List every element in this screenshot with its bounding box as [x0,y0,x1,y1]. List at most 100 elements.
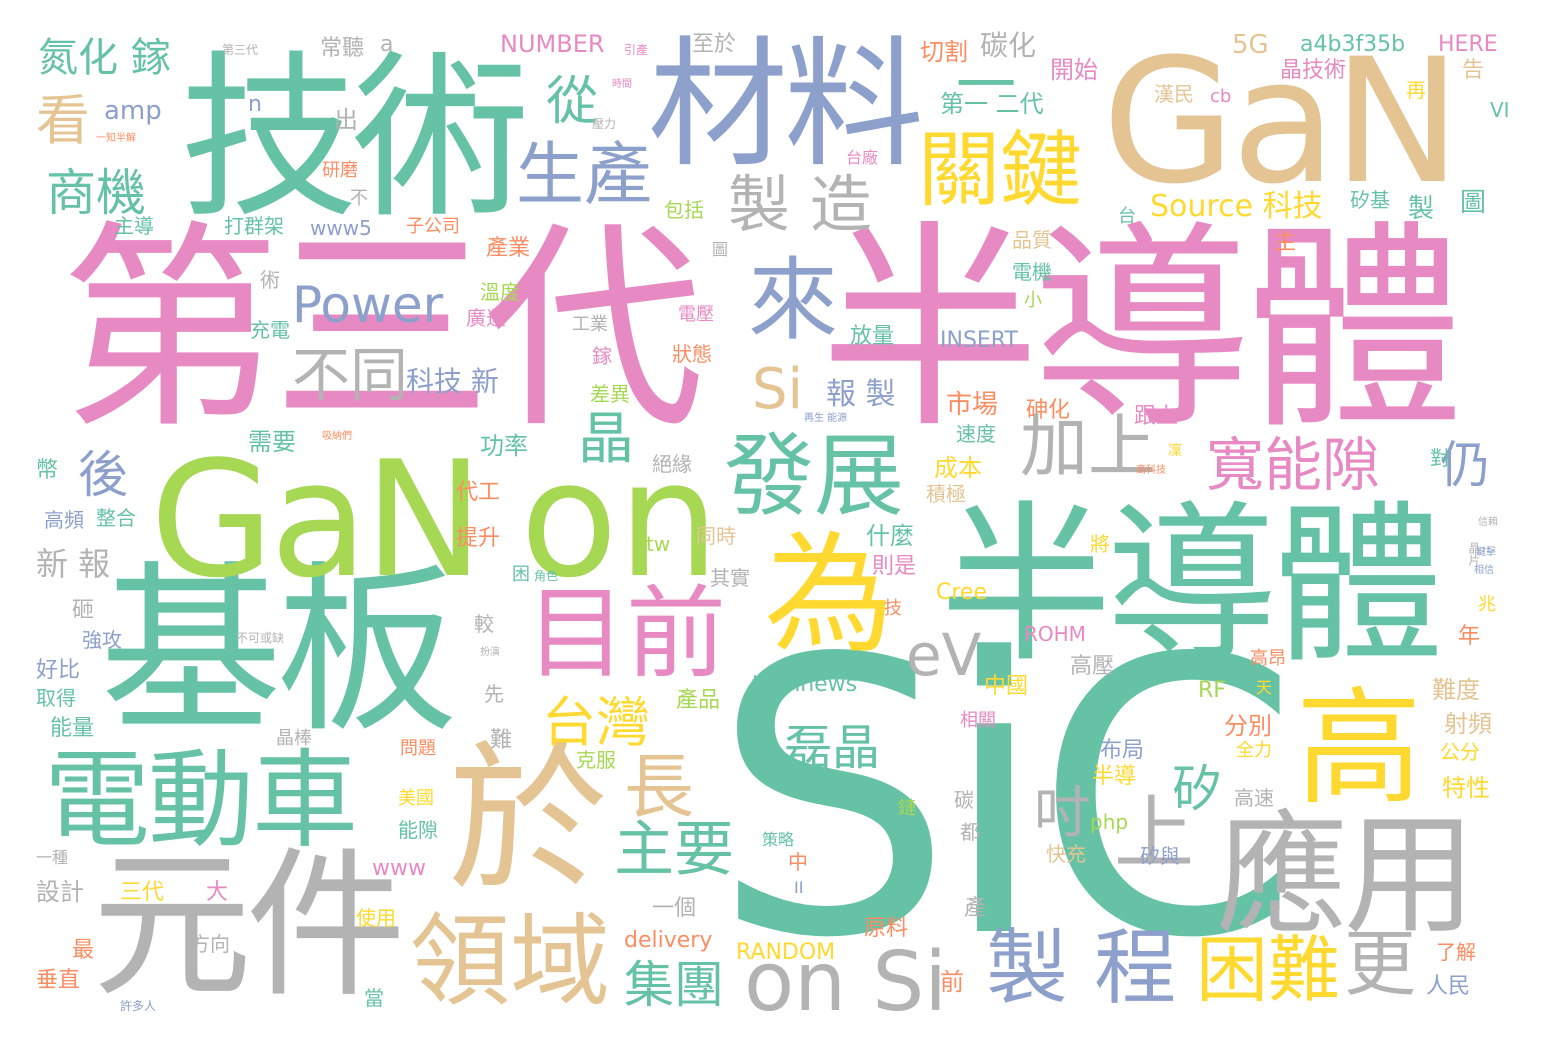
word-again: 再 [1406,78,1426,102]
word-5g: 5G [1232,30,1269,60]
word-product: 產品 [676,688,721,713]
word-for: 為 [764,519,895,671]
word-chip: 晶片 [1467,542,1481,566]
word-all: 都 [960,820,980,844]
word-still: 仍 [1440,436,1490,494]
word-middle: 中 [788,850,808,874]
word-not: 不 [350,188,368,209]
word-gallium: 鎵 [592,344,612,368]
word-rohm: ROHM [1024,622,1086,646]
word-strategy: 策略 [762,830,795,849]
word-one: 一 [956,51,1016,121]
word-integrate: 整合 [96,506,136,530]
word-report-make: 報 製 [826,377,896,412]
word-chain: 鏈 [898,798,916,819]
word-motor: 電機 [1012,260,1052,284]
word-charging: 充電 [250,318,290,342]
word-lord: 主 [1274,230,1297,255]
word-more: 更 [1344,922,1417,1006]
word-one-unit: 一個 [652,896,697,921]
word-status: 狀態 [672,342,712,366]
word-problem: 問題 [400,738,436,759]
word-application: 應用 [1216,799,1476,953]
word-big: 大 [206,880,229,905]
word-power-rating: 功率 [480,432,528,460]
word-crystal-technology: 晶技術 [1280,58,1347,83]
word-expensive: 高昂 [1250,648,1286,669]
word-on-si: on Si [744,935,948,1030]
word-number: NUMBER [500,30,605,58]
word-php: php [1090,810,1129,834]
word-direction: 方向 [190,932,230,956]
word-most: 最 [72,938,95,963]
word-www: www [372,856,426,881]
word-www5: www5 [310,216,372,240]
word-start: 開始 [1050,56,1098,84]
word-obtain: 取得 [36,686,76,710]
word-technology: 技術 [180,35,530,242]
word-dominate: 主導 [114,214,154,238]
word-business-opportunity: 商機 [46,164,146,222]
word-absorb: 吸納們 [322,431,352,442]
word-bandgap: 能隙 [398,818,438,842]
word-renewable-energy: 再生 能源 [804,413,848,424]
word-look: 看 [36,89,90,152]
word-improve: 提升 [456,526,501,551]
word-fast-charge: 快充 [1046,842,1086,866]
word-often-hear: 常聽 [320,36,365,61]
word-arsenide: 砷化 [1026,398,1071,423]
word-guangyun: 廣運 [466,306,506,330]
word-picture: 圖 [1460,188,1487,218]
word-component: 元件 [92,832,406,1019]
word-need: 需要 [248,428,296,456]
word-time-small: 時間 [612,79,632,90]
word-tech: 技 [884,598,902,619]
word-tw: tw [646,532,671,556]
word-main: 主要 [614,815,734,885]
word-all-out: 全力 [1236,740,1272,761]
word-from: 從 [546,72,599,132]
word-what: 什麼 [866,522,914,550]
word-material: 材料 [648,24,924,187]
word-silicon-and: 矽與 [1140,844,1180,868]
word-radio-frequency: 射頻 [1444,710,1492,738]
word-a: a [380,32,394,57]
word-many-people: 許多人 [120,999,157,1013]
word-ingot: 晶棒 [276,728,312,749]
word-keep-up: 跟上 [1134,404,1179,429]
word-insert: INSERT [940,328,1018,353]
word-layout: 布局 [1100,738,1145,763]
word-different: 不同 [292,341,409,409]
word-hash: a4b3f35b [1300,32,1406,57]
word-first: 先 [484,682,504,706]
word-carbonization: 碳化 [980,29,1037,62]
word-ev: eV [906,621,982,689]
word-new-report: 新 報 [36,545,111,583]
word-high: 高 [1296,675,1422,822]
word-speed: 速度 [956,422,996,446]
word-reliability: 信賴 [1478,517,1498,528]
word-difficulty: 難度 [1432,676,1480,704]
word-industry: 產業 [486,236,531,261]
word-epitaxy: 磊晶 [784,720,881,776]
word-high-frequency: 高頻 [44,508,84,532]
word-characteristic: 特性 [1442,774,1490,802]
word-volume-ramp: 放量 [850,324,895,349]
word-as-for: 至於 [692,32,737,57]
word-after: 後 [78,446,128,504]
word-si: Si [752,357,804,422]
word-high-speed: 高速 [1234,786,1274,810]
word-tai: 台 [1118,206,1136,227]
word-quality: 品質 [1012,228,1052,252]
word-trillion: 兆 [1478,594,1496,615]
word-first-second-generation: 第一 二代 [940,90,1044,118]
word-people: 人民 [1426,974,1471,999]
word-actually: 其實 [710,566,750,590]
word-vertical: 垂直 [36,968,81,993]
word-high-tech: 高科技 [1136,465,1166,476]
word-compare: 較 [474,612,494,636]
word-insulation: 絕緣 [652,452,692,476]
word-here: HERE [1438,32,1498,57]
word-understand: 了解 [1436,940,1476,964]
word-toward: 對 [1430,446,1450,470]
